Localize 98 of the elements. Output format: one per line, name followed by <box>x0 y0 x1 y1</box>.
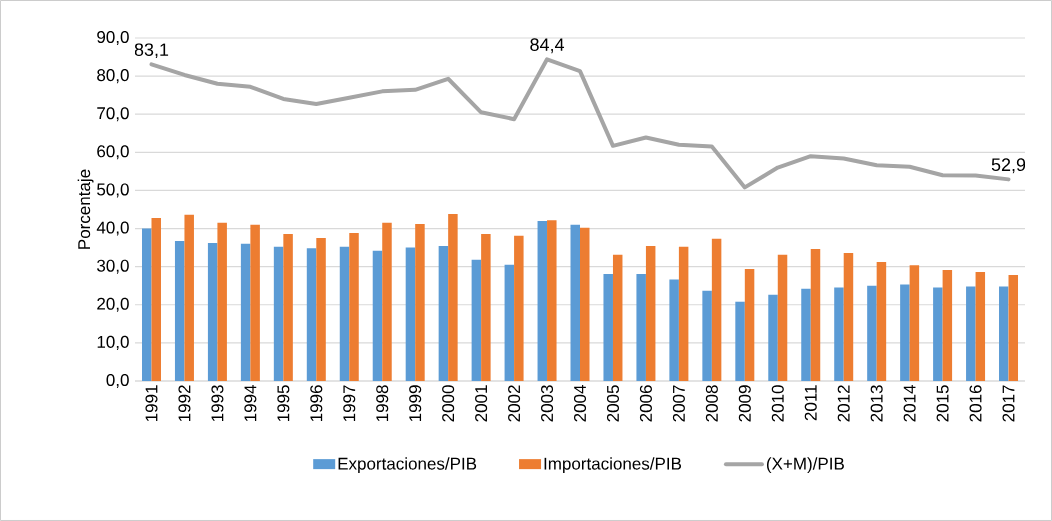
legend-label: Exportaciones/PIB <box>338 457 477 474</box>
bar <box>174 241 185 381</box>
y-tick-label: 90,0 <box>97 30 129 46</box>
bar <box>405 247 416 381</box>
x-tick-label: 2005 <box>606 385 619 422</box>
bar <box>240 243 251 381</box>
bar <box>273 246 284 381</box>
x-tick-label: 2016 <box>969 385 982 422</box>
x-tick-label: 1991 <box>145 385 158 422</box>
bar <box>810 249 821 381</box>
bar <box>306 248 317 381</box>
bar <box>250 224 260 381</box>
bar <box>448 214 458 381</box>
bar <box>570 224 581 381</box>
bar <box>339 246 350 381</box>
bar <box>636 273 646 381</box>
legend-label: Importaciones/PIB <box>544 457 682 474</box>
x-tick-label: 2014 <box>903 385 916 422</box>
bar <box>283 233 293 381</box>
bar <box>349 233 359 381</box>
y-tick-label: 0,0 <box>106 373 129 389</box>
x-tick-label: 2013 <box>870 385 883 422</box>
bar <box>777 254 788 381</box>
x-tick-label: 2001 <box>475 385 488 422</box>
x-tick-label: 2007 <box>672 385 685 422</box>
bar <box>669 279 679 381</box>
y-tick-label: 20,0 <box>97 297 129 312</box>
y-tick-label: 60,0 <box>97 145 129 160</box>
legend-label: (X+M)/PIB <box>766 457 844 474</box>
y-tick-label: 40,0 <box>96 221 129 236</box>
bar <box>942 270 953 381</box>
bar <box>438 246 449 381</box>
bar <box>867 285 877 381</box>
bar <box>735 301 745 381</box>
bar <box>966 286 976 381</box>
bar <box>834 287 844 381</box>
x-tick-label: 2008 <box>705 385 718 422</box>
bar <box>504 264 515 381</box>
bar <box>876 262 887 381</box>
data-label: 83,1 <box>134 43 169 59</box>
y-tick-label: 80,0 <box>97 69 129 84</box>
x-tick-label: 2003 <box>541 385 554 422</box>
bar <box>207 243 218 381</box>
bar <box>612 254 623 381</box>
x-tick-label: 2012 <box>837 385 850 422</box>
x-tick-label: 1996 <box>310 385 323 422</box>
x-tick-label: 2009 <box>738 385 751 422</box>
bar <box>900 284 910 381</box>
bar <box>744 268 755 381</box>
bar <box>801 288 811 381</box>
bar <box>768 294 778 381</box>
x-tick-label: 2015 <box>936 385 949 422</box>
bar <box>975 271 986 381</box>
data-label: 52,9 <box>991 158 1026 174</box>
bar <box>603 273 613 381</box>
x-tick-label: 2004 <box>573 385 587 422</box>
x-tick-label: 2006 <box>639 385 652 422</box>
bar <box>1008 275 1019 381</box>
bar <box>372 250 383 381</box>
x-tick-label: 1993 <box>211 385 224 422</box>
bar <box>537 220 548 381</box>
y-tick-label: 50,0 <box>97 183 129 198</box>
bar <box>909 265 920 381</box>
bar <box>217 222 227 381</box>
bar <box>415 223 425 381</box>
bar <box>678 246 689 381</box>
y-tick-label: 30,0 <box>97 259 129 274</box>
y-tick-label: 10,0 <box>97 335 129 350</box>
bar <box>151 217 161 381</box>
data-label: 84,4 <box>530 38 565 54</box>
bar <box>514 235 524 381</box>
bar <box>382 222 392 381</box>
bar <box>316 238 326 381</box>
bar <box>471 259 482 381</box>
bar <box>184 214 194 381</box>
bar <box>999 286 1009 381</box>
y-tick-label: 70,0 <box>97 107 129 122</box>
bar <box>580 227 590 381</box>
x-tick-label: 2010 <box>771 385 784 422</box>
x-tick-label: 2000 <box>442 385 455 422</box>
x-tick-label: 1995 <box>277 385 290 422</box>
bar <box>481 233 491 381</box>
bar <box>547 220 557 381</box>
bar <box>933 287 943 381</box>
x-tick-label: 1992 <box>178 385 191 422</box>
x-tick-label: 1999 <box>409 385 422 422</box>
bar <box>702 290 712 381</box>
x-tick-label: 1997 <box>343 385 356 422</box>
x-tick-label: 2017 <box>1002 385 1015 422</box>
bar <box>711 238 722 381</box>
bar <box>645 246 656 381</box>
x-tick-label: 2002 <box>508 385 521 422</box>
bar <box>141 228 152 381</box>
x-tick-label: 2011 <box>804 385 817 421</box>
x-tick-label: 1998 <box>376 385 389 422</box>
x-tick-label: 1994 <box>244 385 257 422</box>
y-axis-title: Porcentaje <box>77 169 94 249</box>
bar <box>843 252 854 381</box>
